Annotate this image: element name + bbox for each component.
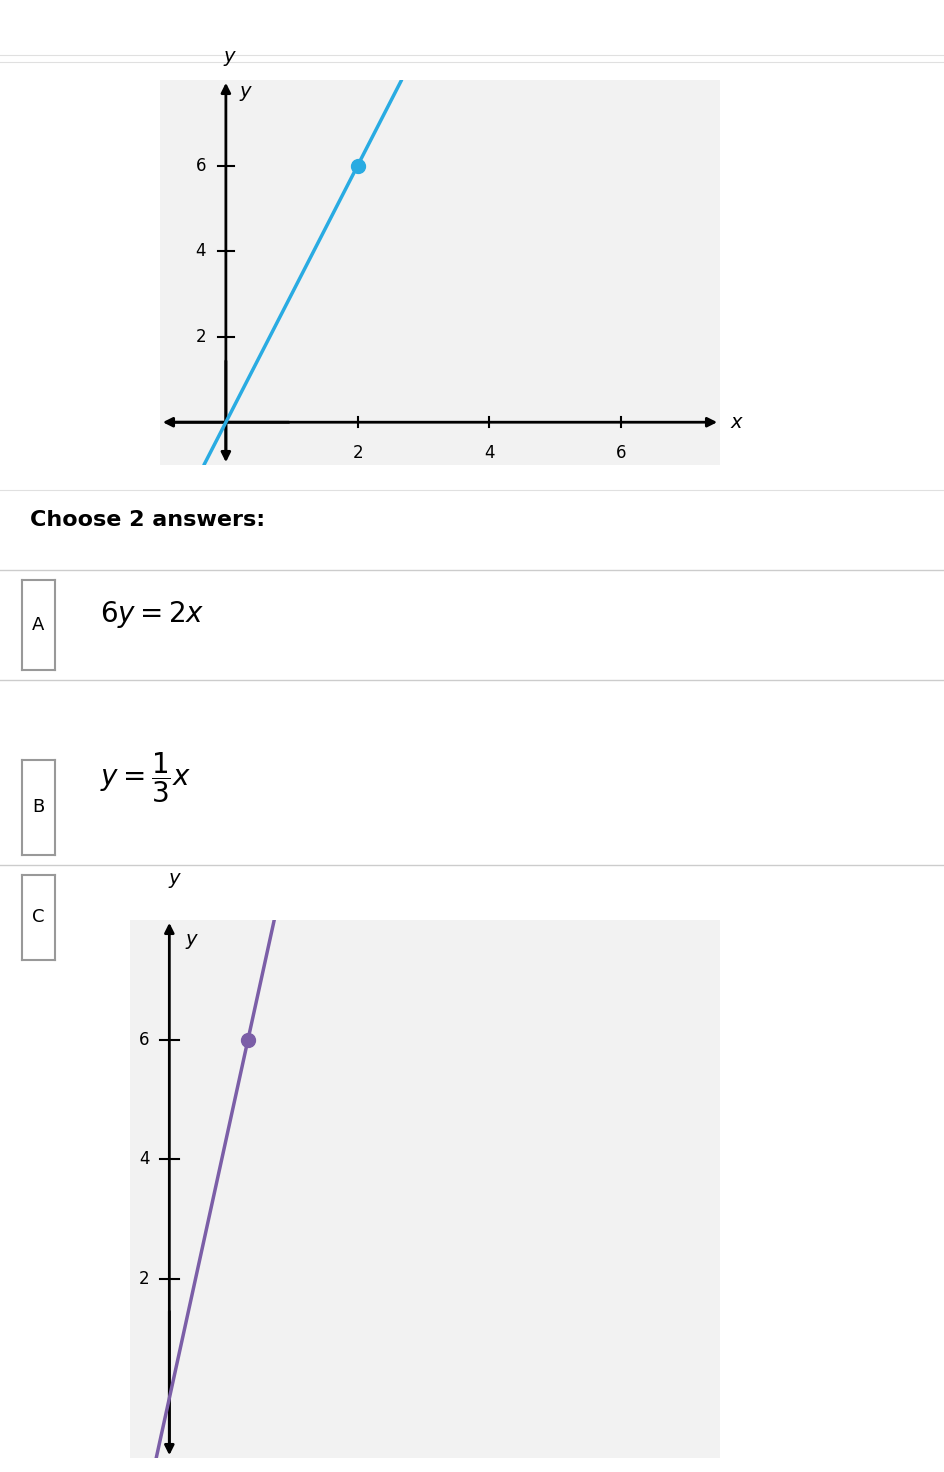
Text: 4: 4 <box>483 443 494 462</box>
Text: $x$: $x$ <box>729 412 743 431</box>
Text: 6: 6 <box>615 443 626 462</box>
Text: 4: 4 <box>139 1150 149 1169</box>
Text: $y = \dfrac{1}{3}x$: $y = \dfrac{1}{3}x$ <box>100 751 191 805</box>
Text: $y$: $y$ <box>239 84 253 103</box>
Text: 2: 2 <box>195 328 206 346</box>
Text: Choose 2 answers:: Choose 2 answers: <box>30 509 265 530</box>
Text: 6: 6 <box>139 1030 149 1048</box>
Text: $y$: $y$ <box>185 932 199 951</box>
Text: $6y = 2x$: $6y = 2x$ <box>100 599 204 630</box>
Text: B: B <box>32 798 44 817</box>
Text: 4: 4 <box>195 241 206 261</box>
Text: $y$: $y$ <box>168 871 182 891</box>
Text: C: C <box>32 908 44 926</box>
Text: $y$: $y$ <box>223 49 237 68</box>
Text: A: A <box>32 615 44 634</box>
Text: 2: 2 <box>139 1270 149 1288</box>
Text: 2: 2 <box>352 443 362 462</box>
Text: 6: 6 <box>195 156 206 175</box>
